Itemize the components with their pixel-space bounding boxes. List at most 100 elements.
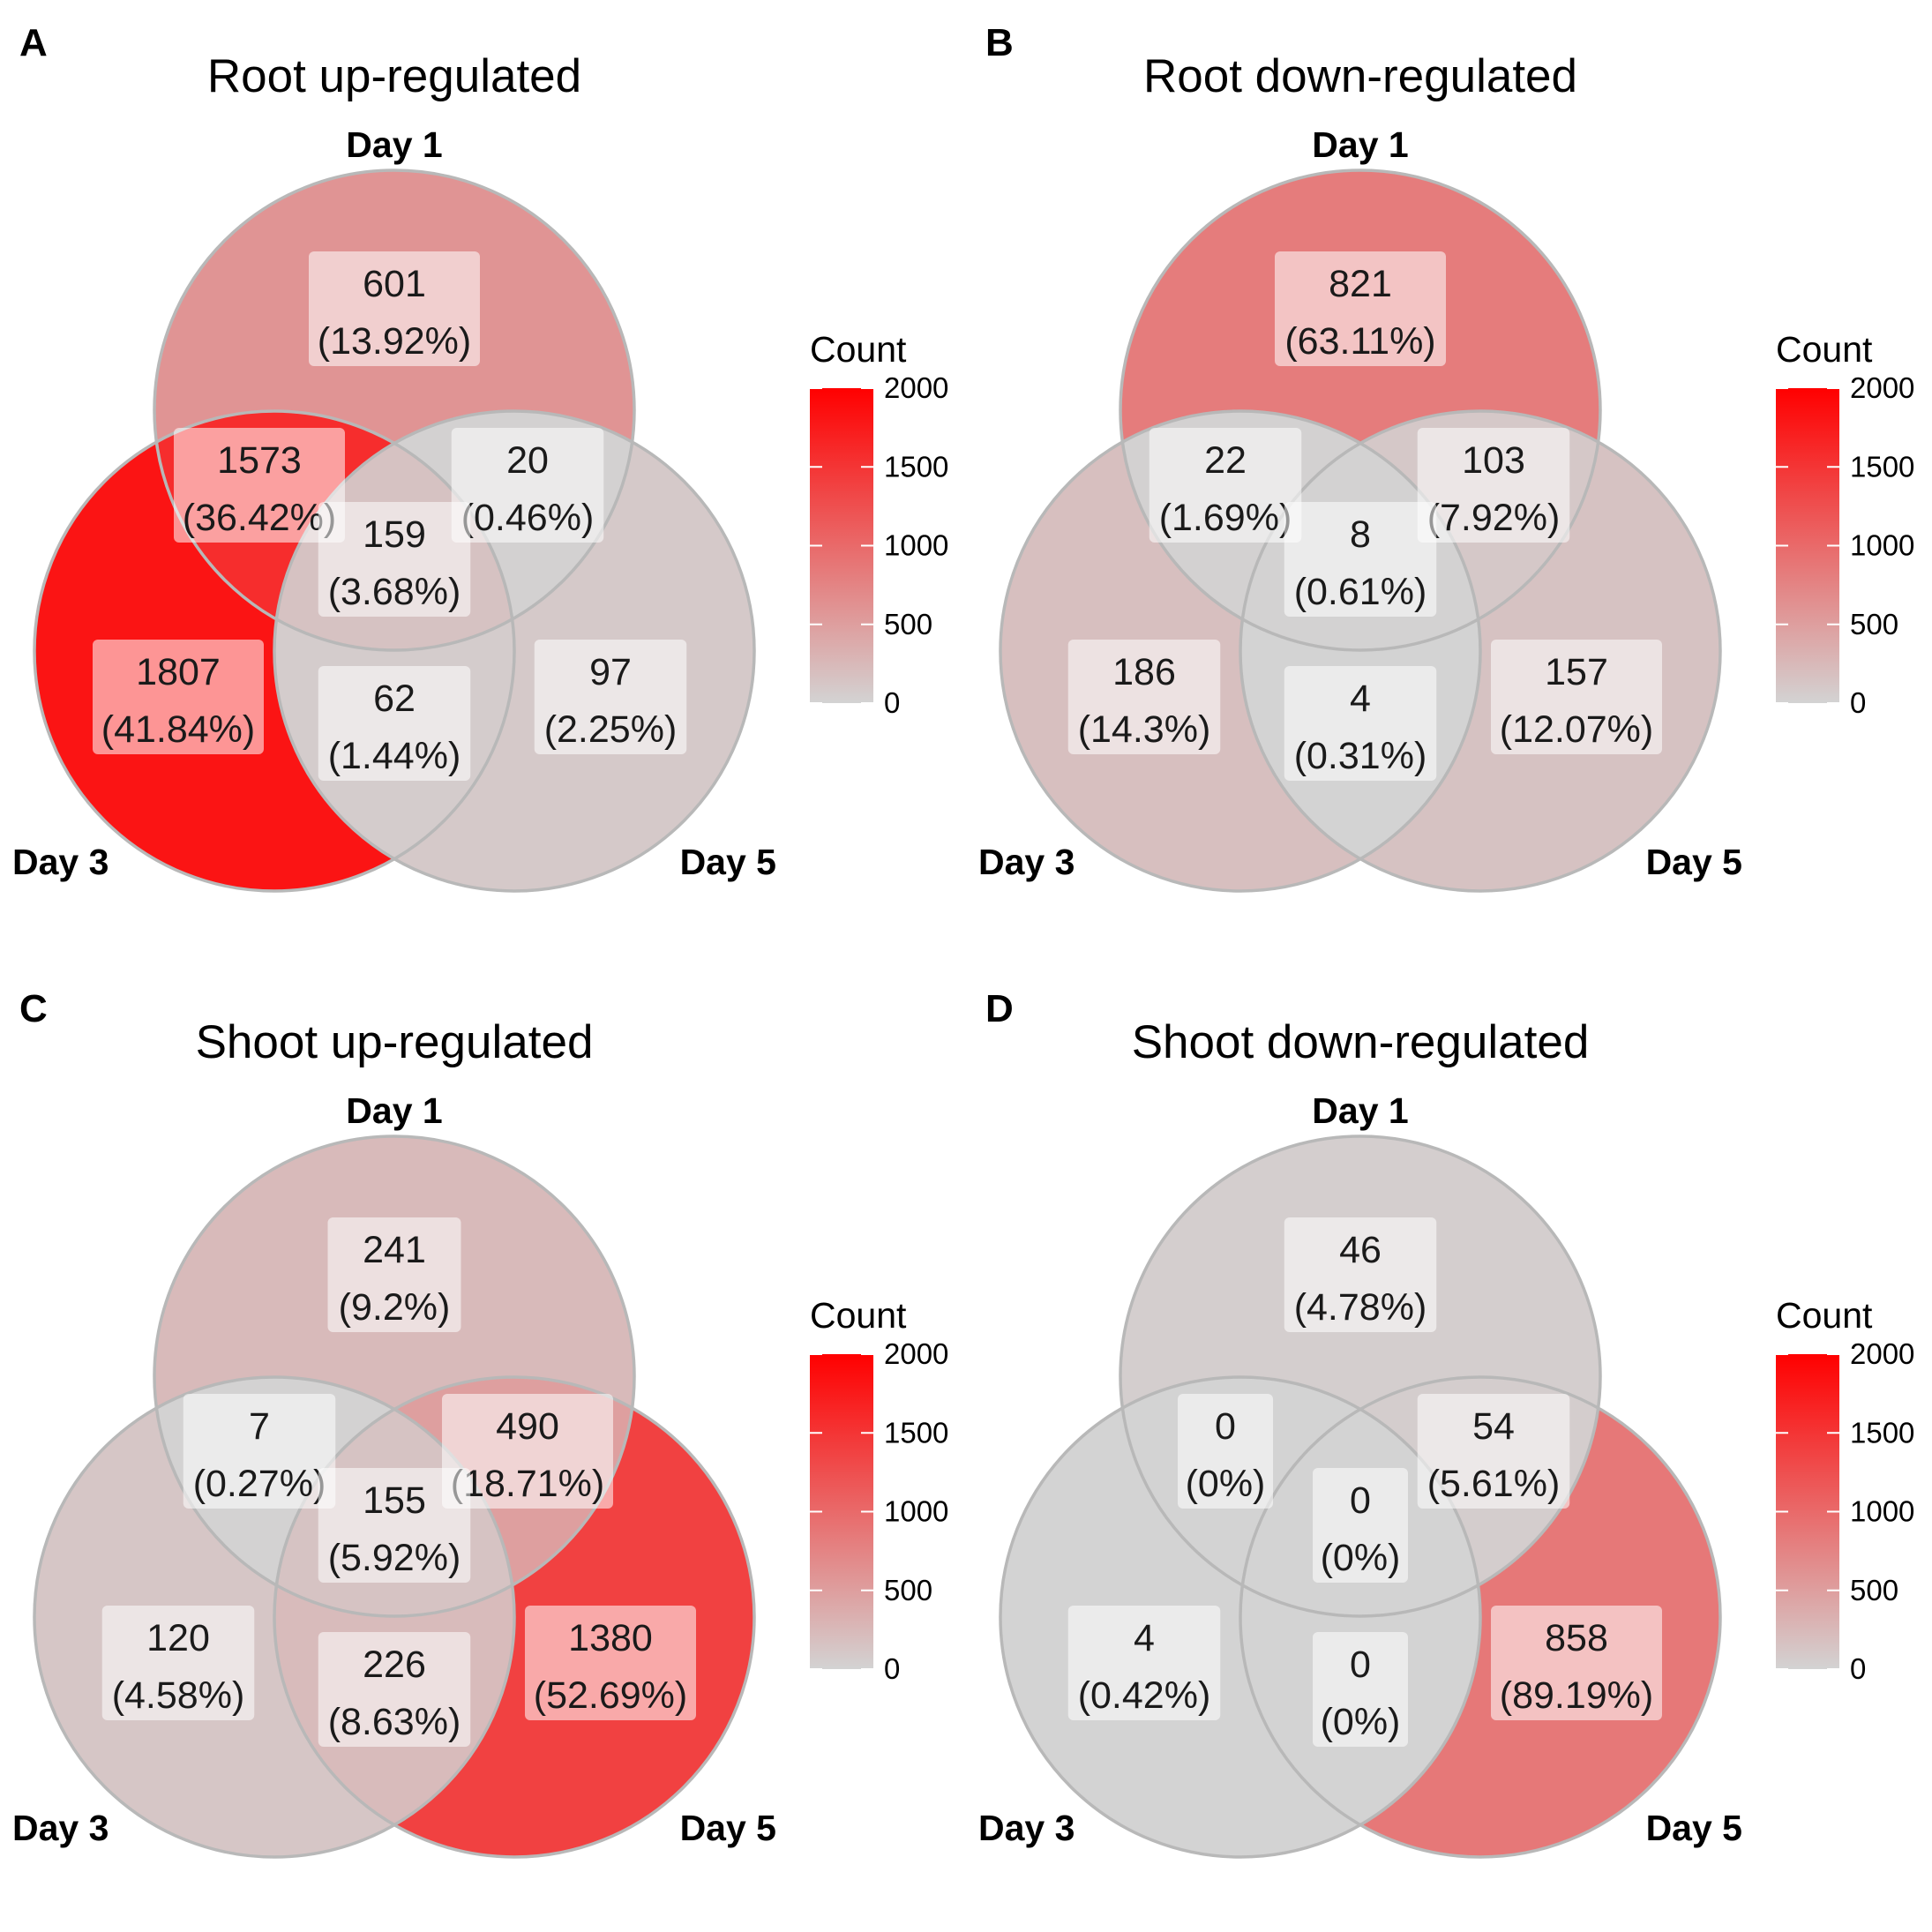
region-percent: (0.46%) <box>461 497 595 539</box>
region-label-day3: 120 (4.58%) <box>101 1606 255 1720</box>
panel-title: Root up-regulated <box>207 50 581 102</box>
region-count: 54 <box>1472 1405 1515 1448</box>
set-label-day-5: Day 5 <box>1646 1808 1742 1848</box>
region-percent: (14.3%) <box>1078 708 1211 751</box>
set-label-day-5: Day 5 <box>680 1808 776 1848</box>
legend-tick-label: 1000 <box>1850 1495 1914 1528</box>
region-label-day1-day3: 1573 (36.42%) <box>174 428 345 543</box>
region-percent: (4.58%) <box>112 1674 245 1717</box>
region-label-day1-day3: 7 (0.27%) <box>183 1394 336 1509</box>
region-label-day3-day5: 4 (0.31%) <box>1284 666 1437 781</box>
region-label-day3: 1807 (41.84%) <box>93 640 264 754</box>
region-count: 20 <box>506 439 549 482</box>
region-percent: (8.63%) <box>328 1701 461 1743</box>
region-label-day3-day5: 62 (1.44%) <box>318 666 471 781</box>
legend-tick-label: 0 <box>884 686 900 719</box>
region-percent: (5.61%) <box>1427 1463 1561 1505</box>
legend-tick-label: 2000 <box>884 1337 948 1370</box>
legend-tick-label: 500 <box>1850 608 1898 640</box>
region-percent: (0.27%) <box>193 1463 326 1505</box>
region-label-day1: 821 (63.11%) <box>1275 251 1446 366</box>
set-circle-day-5 <box>273 409 756 893</box>
set-circle-day-5 <box>1239 409 1722 893</box>
venn-panel-b: B Root down-regulated 821 (63.11%) 186 (14.3%… <box>978 21 1914 893</box>
region-count: 97 <box>589 651 632 693</box>
region-percent: (0%) <box>1321 1537 1401 1579</box>
legend-tick-label: 0 <box>1850 1652 1866 1685</box>
region-percent: (41.84%) <box>101 708 255 751</box>
region-label-day1: 46 (4.78%) <box>1284 1217 1437 1332</box>
legend-tick-label: 2000 <box>1850 1337 1914 1370</box>
panel-letter: D <box>985 987 1014 1030</box>
region-count: 155 <box>363 1479 426 1522</box>
region-count: 159 <box>363 513 426 556</box>
region-percent: (36.42%) <box>183 497 336 539</box>
region-count: 8 <box>1350 513 1371 556</box>
region-label-day5: 157 (12.07%) <box>1491 640 1662 754</box>
region-percent: (12.07%) <box>1500 708 1653 751</box>
region-percent: (18.71%) <box>451 1463 604 1505</box>
legend-tick-label: 1000 <box>884 529 948 562</box>
legend-title: Count <box>810 1295 907 1336</box>
venn-panel-c: C Shoot up-regulated 241 (9.2%) 120 (4.58%) 13… <box>12 987 948 1859</box>
region-percent: (3.68%) <box>328 571 461 613</box>
region-label-day1: 601 (13.92%) <box>309 251 480 366</box>
region-percent: (0.42%) <box>1078 1674 1211 1717</box>
legend-tick-label: 500 <box>1850 1574 1898 1606</box>
region-percent: (2.25%) <box>544 708 678 751</box>
set-circle-day-1 <box>1119 1134 1602 1618</box>
legend-tick-label: 1500 <box>884 450 948 483</box>
region-count: 4 <box>1134 1617 1155 1659</box>
count-legend: Count 0 500 1000 1500 2000 <box>1776 329 1914 719</box>
region-percent: (0%) <box>1321 1701 1401 1743</box>
set-label-day-1: Day 1 <box>1312 1090 1408 1131</box>
region-count: 601 <box>363 263 426 305</box>
legend-title: Count <box>810 329 907 370</box>
region-percent: (13.92%) <box>318 320 471 363</box>
set-circle-day-1 <box>153 1134 636 1618</box>
legend-tick-label: 1000 <box>1850 529 1914 562</box>
count-legend: Count 0 500 1000 1500 2000 <box>810 329 948 719</box>
region-count: 7 <box>249 1405 270 1448</box>
region-count: 4 <box>1350 678 1371 720</box>
legend-title: Count <box>1776 1295 1873 1336</box>
region-label-day5: 1380 (52.69%) <box>525 1606 696 1720</box>
region-percent: (1.44%) <box>328 735 461 777</box>
region-percent: (52.69%) <box>534 1674 687 1717</box>
region-label-day3: 4 (0.42%) <box>1067 1606 1221 1720</box>
region-label-day1-day3: 22 (1.69%) <box>1149 428 1302 543</box>
panel-letter: A <box>19 21 48 64</box>
region-percent: (7.92%) <box>1427 497 1561 539</box>
panel-title: Shoot up-regulated <box>196 1016 594 1068</box>
region-count: 103 <box>1462 439 1525 482</box>
region-percent: (4.78%) <box>1294 1286 1427 1329</box>
region-count: 490 <box>496 1405 559 1448</box>
legend-tick-label: 1500 <box>884 1416 948 1449</box>
set-label-day-3: Day 3 <box>12 842 109 882</box>
panel-letter: C <box>19 987 48 1030</box>
legend-tick-label: 1500 <box>1850 1416 1914 1449</box>
count-legend: Count 0 500 1000 1500 2000 <box>1776 1295 1914 1685</box>
region-count: 0 <box>1215 1405 1236 1448</box>
region-count: 22 <box>1204 439 1247 482</box>
set-circle-day-5 <box>273 1375 756 1859</box>
region-count: 0 <box>1350 1644 1371 1686</box>
region-label-day1-day5: 20 (0.46%) <box>451 428 604 543</box>
legend-tick-label: 1500 <box>1850 450 1914 483</box>
set-label-day-1: Day 1 <box>346 1090 442 1131</box>
legend-tick-label: 0 <box>1850 686 1866 719</box>
panel-letter: B <box>985 21 1014 64</box>
set-circle-day-3 <box>33 1375 516 1859</box>
region-label-day1-day5: 490 (18.71%) <box>442 1394 613 1509</box>
set-circle-day-1 <box>153 168 636 652</box>
region-count: 186 <box>1112 651 1176 693</box>
legend-tick-label: 500 <box>884 1574 932 1606</box>
set-circle-day-3 <box>999 1375 1482 1859</box>
region-count: 821 <box>1329 263 1392 305</box>
venn-panel-a: A Root up-regulated 601 (13.92%) 1807 (41.84%… <box>12 21 948 893</box>
set-circle-day-3 <box>999 409 1482 893</box>
panel-title: Root down-regulated <box>1143 50 1577 102</box>
set-circle-day-3 <box>33 409 516 893</box>
region-label-day5: 858 (89.19%) <box>1491 1606 1662 1720</box>
